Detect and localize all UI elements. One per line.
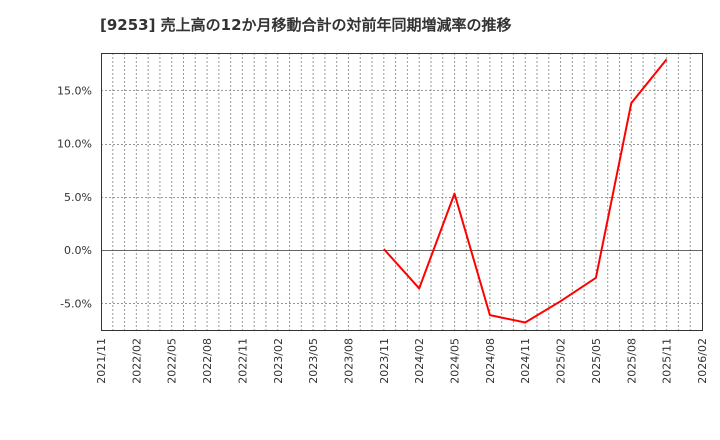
x-tick-label: 2022/11	[236, 338, 249, 384]
x-tick-label: 2023/08	[342, 338, 355, 384]
x-tick-label: 2024/11	[519, 338, 532, 384]
horizontal-gridlines	[101, 90, 702, 304]
y-tick-label: 10.0%	[57, 138, 92, 151]
plot-frame	[101, 53, 703, 331]
x-tick-label: 2024/05	[449, 338, 462, 384]
chart-title: [9253] 売上高の12か月移動合計の対前年同期増減率の推移	[100, 16, 512, 34]
x-tick-label: 2025/08	[625, 338, 638, 384]
x-tick-label: 2024/02	[413, 338, 426, 384]
x-tick-label: 2025/02	[555, 338, 568, 384]
x-tick-label: 2025/05	[590, 338, 603, 384]
x-tick-label: 2022/05	[166, 338, 179, 384]
y-axis-tick-labels: -5.0% 0.0% 5.0% 10.0% 15.0%	[57, 84, 92, 310]
x-tick-label: 2025/11	[661, 338, 674, 384]
x-tick-label: 2023/02	[272, 338, 285, 384]
series-line	[383, 58, 668, 324]
y-tick-label: 0.0%	[64, 244, 92, 257]
y-tick-label: 5.0%	[64, 191, 92, 204]
x-axis-tick-labels: 2021/11 2022/02 2022/05 2022/08 2022/11 2023/…	[95, 338, 709, 384]
x-tick-label: 2023/05	[307, 338, 320, 384]
y-tick-label: -5.0%	[60, 297, 92, 310]
x-tick-label: 2024/08	[484, 338, 497, 384]
x-tick-label: 2026/02	[696, 338, 709, 384]
vertical-gridlines	[112, 53, 691, 330]
x-tick-label: 2022/08	[201, 338, 214, 384]
x-tick-label: 2022/02	[130, 338, 143, 384]
x-tick-label: 2023/11	[378, 338, 391, 384]
x-tick-label: 2021/11	[95, 338, 108, 384]
y-tick-label: 15.0%	[57, 84, 92, 97]
